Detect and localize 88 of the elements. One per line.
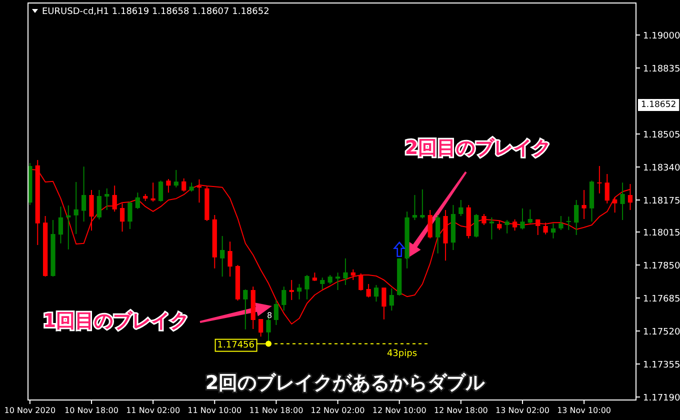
x-tick-label: 12 Nov 18:00 (434, 406, 488, 415)
y-tick-label: 1.18175 (643, 196, 680, 206)
candlestick (458, 200, 464, 216)
candlestick (320, 277, 325, 290)
candlestick (582, 190, 586, 220)
candlestick (428, 210, 432, 239)
candlestick (343, 258, 348, 286)
candlestick (243, 288, 248, 330)
y-tick-label: 1.18505 (643, 130, 680, 140)
candlestick (412, 194, 418, 220)
candlestick (228, 241, 232, 278)
candlestick (335, 272, 340, 290)
candlestick (497, 220, 502, 230)
x-tick-label: 10 Nov 2020 (4, 406, 56, 415)
x-tick-label: 11 Nov 02:00 (126, 406, 180, 415)
candlestick (282, 286, 286, 312)
candlestick (89, 190, 94, 232)
candlestick (166, 178, 171, 194)
x-tick-label: 10 Nov 18:00 (64, 406, 118, 415)
candlestick (104, 188, 110, 210)
annotation: 1回目のブレイク (42, 310, 190, 332)
candlestick (128, 201, 132, 230)
y-tick-label: 1.19000 (643, 32, 680, 42)
candlestick (474, 214, 479, 238)
candlestick (135, 192, 140, 210)
candlestick (366, 284, 371, 298)
candlestick (374, 284, 379, 302)
candlestick (566, 216, 571, 230)
candlestick (66, 204, 71, 250)
candlestick (558, 216, 564, 230)
y-tick-label: 1.17190 (643, 394, 680, 404)
y-tick-label: 1.17685 (643, 294, 680, 304)
candlestick (120, 202, 125, 232)
candlestick (304, 274, 310, 300)
x-tick-label: 12 Nov 02:00 (310, 406, 365, 415)
x-tick-label: 13 Nov 10:00 (557, 406, 612, 415)
y-tick-label: 1.18015 (643, 228, 680, 238)
candlestick (504, 220, 510, 234)
candlestick (420, 188, 425, 219)
candlestick (289, 280, 294, 300)
candlestick (528, 208, 532, 224)
candlestick (58, 206, 64, 244)
candlestick (112, 185, 117, 212)
candlestick (296, 284, 302, 300)
y-tick-label: 1.17850 (643, 262, 680, 272)
candlestick (389, 288, 394, 312)
candlestick (174, 170, 178, 188)
candlestick (520, 208, 525, 230)
candlestick (74, 182, 78, 234)
candlestick (358, 272, 364, 292)
candlestick (512, 218, 518, 232)
candlestick (620, 182, 625, 220)
y-tick-label: 1.17355 (643, 360, 680, 370)
candlestick (597, 166, 602, 194)
candlestick (543, 222, 548, 235)
candlestick (196, 178, 202, 204)
x-tick-label: 11 Nov 10:00 (188, 406, 242, 415)
candlestick (574, 200, 579, 236)
annotation: 8 (267, 311, 272, 320)
candlestick (612, 196, 618, 214)
annotation: 1.17456 (217, 340, 255, 350)
annotation: 43pips (386, 349, 418, 359)
x-tick-label: 12 Nov 10:00 (372, 406, 426, 415)
candlestick (482, 214, 486, 226)
y-tick-label: 1.18835 (643, 64, 680, 74)
candlestick (274, 300, 279, 326)
candlestick (550, 222, 556, 239)
candlestick (150, 182, 156, 202)
y-tick-label: 1.18340 (643, 164, 680, 174)
candlestick (158, 180, 164, 202)
y-tick-label: 1.17520 (643, 328, 680, 338)
text: 1.18652 (641, 100, 676, 110)
x-tick-label: 13 Nov 02:00 (496, 406, 550, 415)
candlestick (489, 216, 494, 240)
annotation: 2回のブレイクがあるからダブル (205, 372, 486, 394)
candlestick (604, 174, 610, 204)
candlestick (536, 218, 540, 236)
candlestick (182, 178, 186, 192)
candlestick (436, 214, 440, 254)
candlestick (81, 166, 86, 222)
annotation: 2回目のブレイク (404, 137, 552, 159)
candlestick (96, 190, 102, 220)
candlestick (258, 318, 264, 338)
chart-title: EURUSD-cd,H1 1.18619 1.18658 1.18607 1.18652 (42, 7, 270, 17)
candlestick (350, 268, 356, 280)
candlestick (382, 287, 386, 320)
candlestick (220, 236, 225, 278)
x-tick-label: 11 Nov 18:00 (249, 406, 304, 415)
